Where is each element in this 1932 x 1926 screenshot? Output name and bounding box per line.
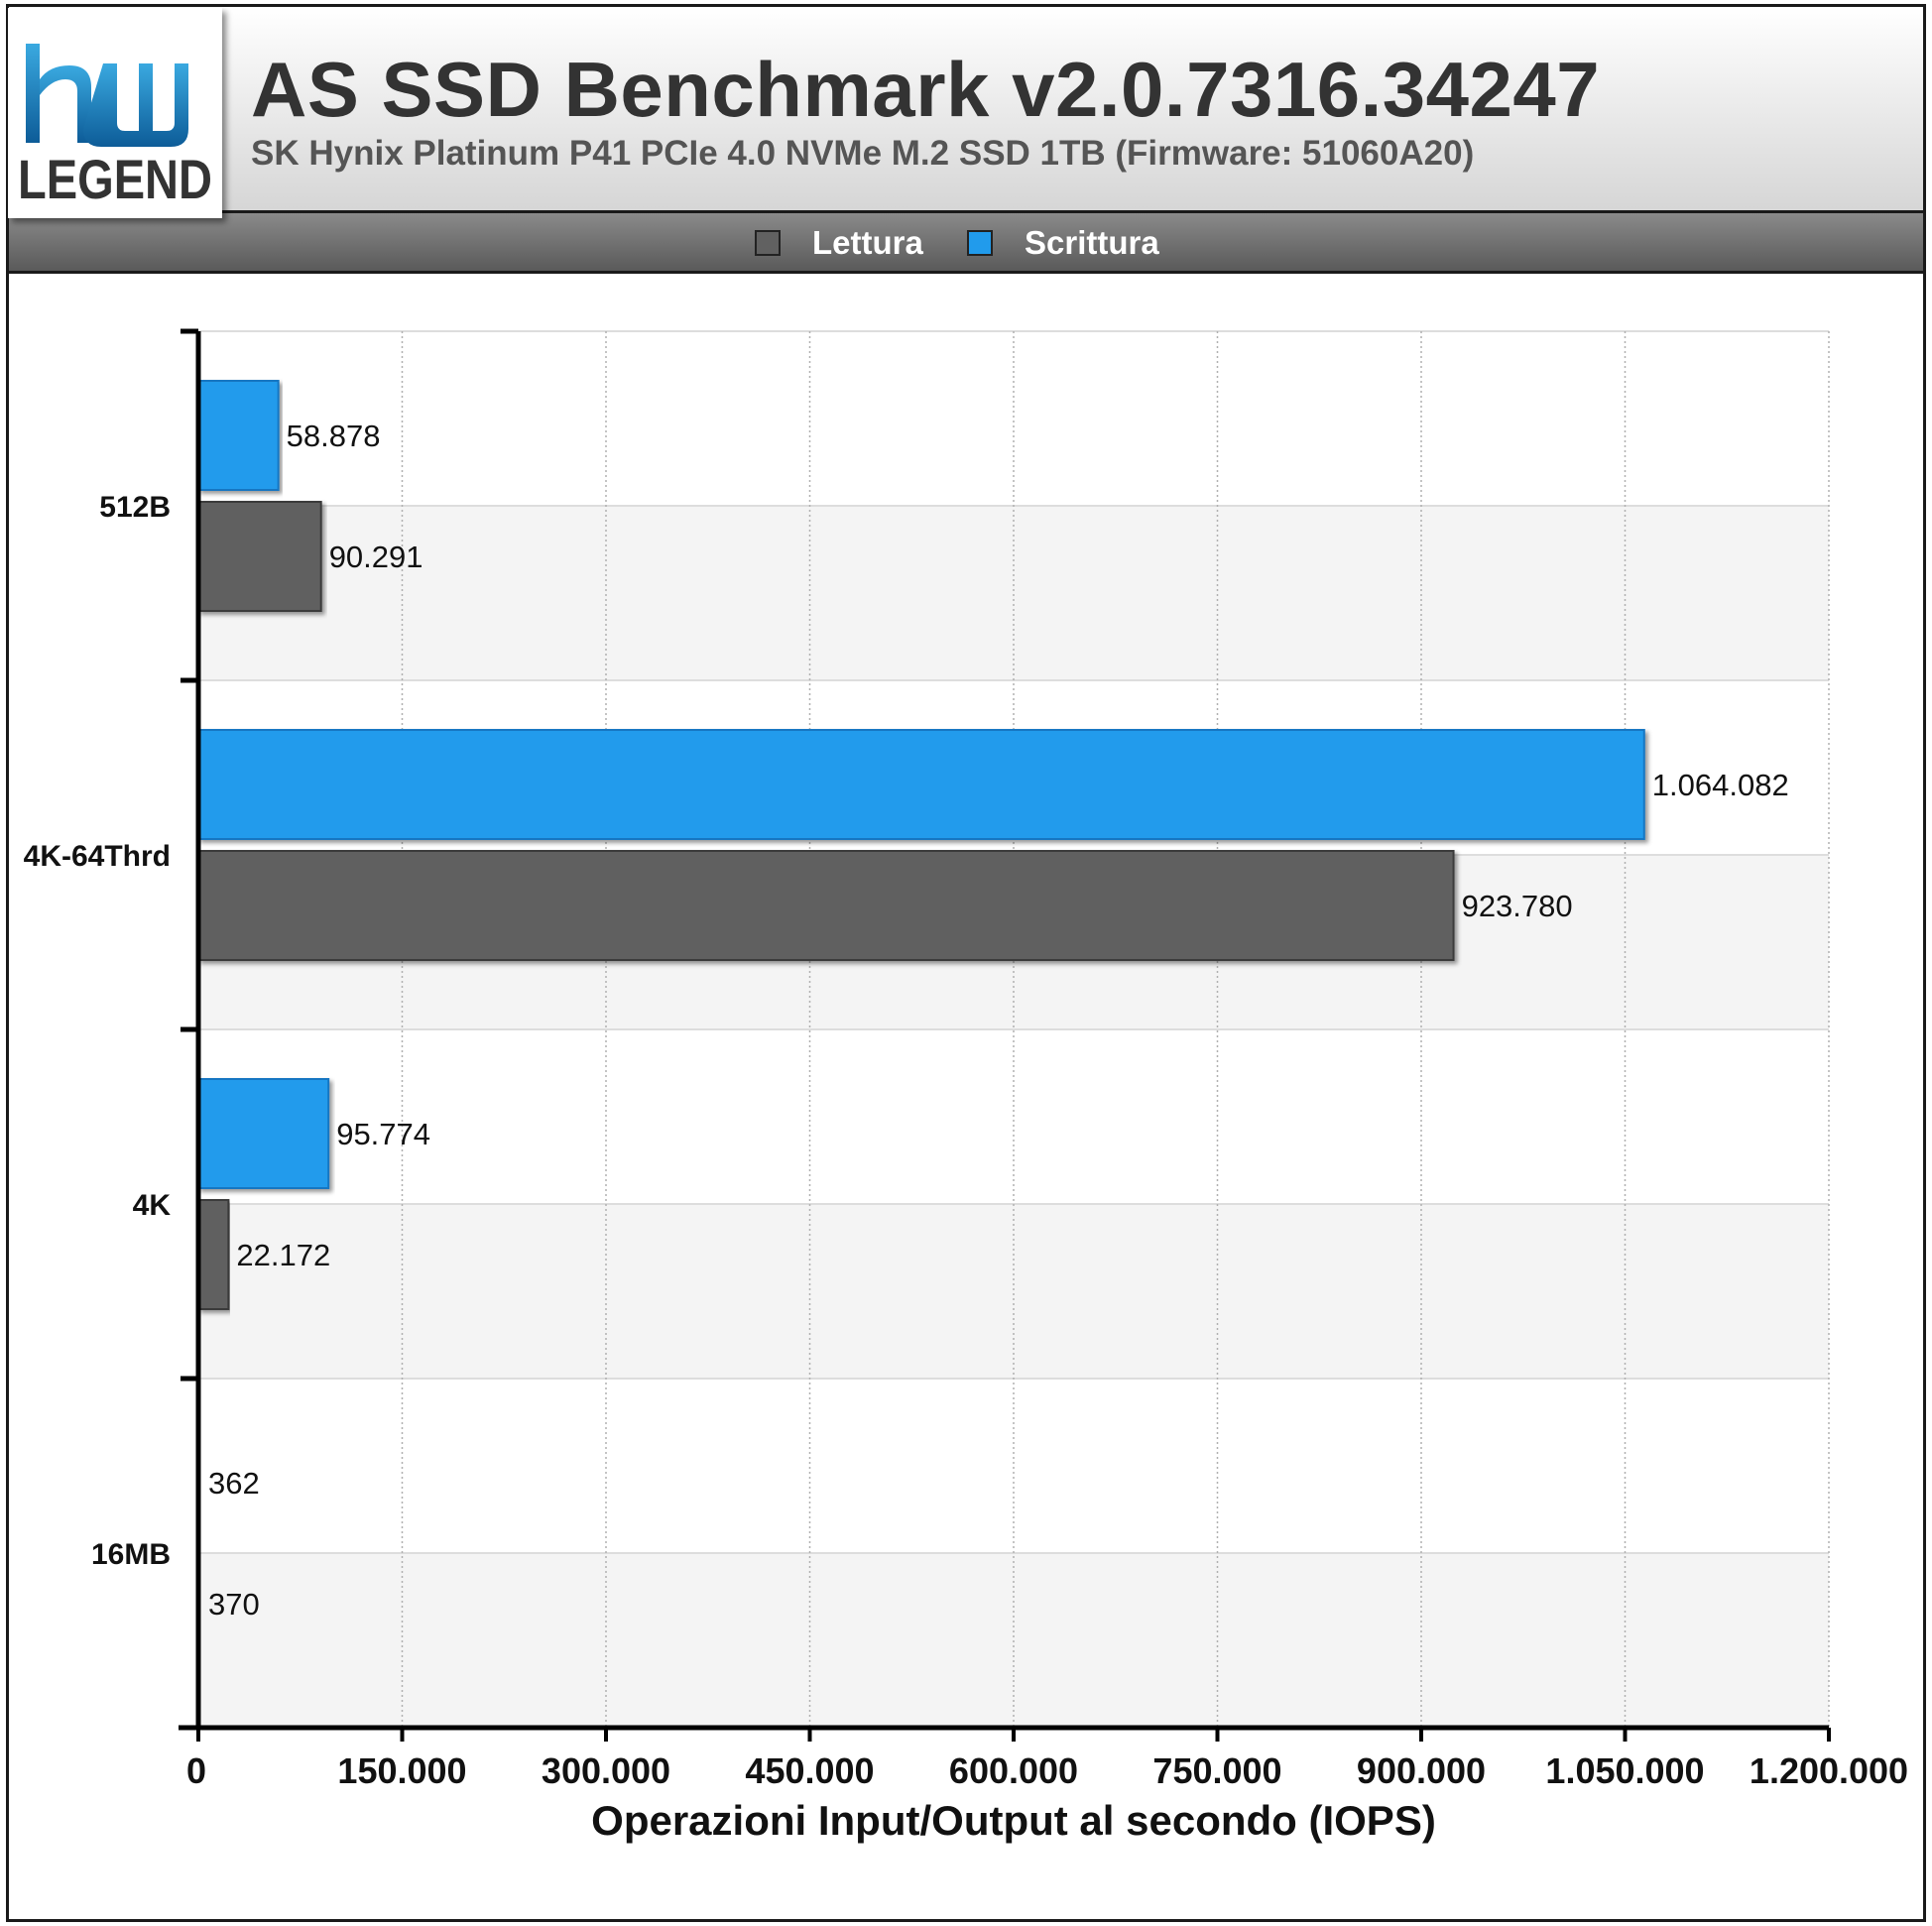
x-tick-label: 300.000 [542, 1750, 670, 1791]
category-label: 4K [133, 1189, 172, 1222]
legend-swatch-scrittura [967, 230, 993, 256]
bar-lettura [197, 1199, 230, 1310]
data-label: 90.291 [329, 540, 423, 574]
legend-item-lettura[interactable]: Lettura [755, 224, 923, 261]
data-label: 362 [208, 1466, 260, 1501]
x-tick-label: 150.000 [337, 1750, 466, 1791]
data-label: 95.774 [336, 1117, 430, 1151]
data-label: 923.780 [1462, 889, 1573, 923]
x-tick-label: 0 [186, 1750, 206, 1791]
x-tick-label: 750.000 [1152, 1750, 1281, 1791]
x-tick-label: 450.000 [745, 1750, 874, 1791]
x-axis-title: Operazioni Input/Output al secondo (IOPS… [591, 1797, 1436, 1844]
x-tick-label: 1.050.000 [1545, 1750, 1704, 1791]
category-label: 512B [99, 491, 171, 524]
legend-label-lettura: Lettura [812, 224, 923, 261]
data-label: 58.878 [287, 419, 381, 453]
category-label: 4K-64Thrd [24, 840, 171, 873]
hwlegend-logo: LEGEND [8, 8, 222, 218]
legend-swatch-lettura [755, 230, 781, 256]
legend-label-scrittura: Scrittura [1025, 224, 1159, 261]
data-label: 370 [208, 1587, 260, 1622]
bar-lettura [197, 501, 322, 612]
data-label: 1.064.082 [1652, 768, 1789, 802]
logo-icon: LEGEND [18, 44, 212, 210]
bar-scrittura [197, 1078, 330, 1189]
bar-scrittura [197, 380, 280, 491]
bar-lettura [197, 850, 1455, 961]
category-label: 16MB [91, 1538, 171, 1571]
chart-title: AS SSD Benchmark v2.0.7316.34247 [251, 46, 1601, 133]
data-label: 22.172 [236, 1238, 330, 1272]
chart-subtitle: SK Hynix Platinum P41 PCIe 4.0 NVMe M.2 … [251, 134, 1475, 173]
chart-header: AS SSD Benchmark v2.0.7316.34247 SK Hyni… [6, 4, 1926, 210]
legend-item-scrittura[interactable]: Scrittura [967, 224, 1159, 261]
x-tick-label: 600.000 [949, 1750, 1078, 1791]
bar-scrittura [197, 729, 1645, 840]
logo-text: LEGEND [18, 148, 212, 210]
x-tick-label: 1.200.000 [1750, 1750, 1908, 1791]
x-tick-label: 900.000 [1357, 1750, 1486, 1791]
legend: Lettura Scrittura [6, 210, 1926, 274]
